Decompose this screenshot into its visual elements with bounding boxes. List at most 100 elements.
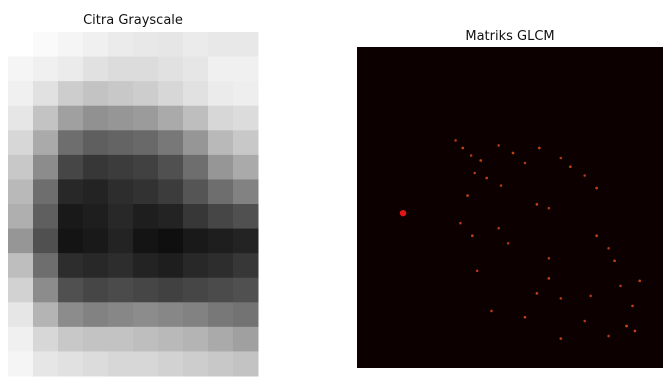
pixel <box>8 327 34 352</box>
pixel <box>183 106 209 131</box>
pixel <box>183 253 209 278</box>
matrix-cell <box>490 310 493 313</box>
pixel <box>233 106 259 131</box>
matrix-cell <box>473 172 476 175</box>
matrix-cell <box>548 207 551 210</box>
pixel <box>8 179 34 204</box>
pixel <box>233 229 259 254</box>
pixel <box>233 278 259 303</box>
pixel <box>83 351 109 376</box>
pixel <box>33 229 59 254</box>
pixel <box>83 327 109 352</box>
pixel <box>8 81 34 106</box>
pixel <box>183 278 209 303</box>
pixel <box>158 155 184 180</box>
pixel <box>183 351 209 376</box>
matrix-cell <box>400 210 406 216</box>
pixel <box>83 106 109 131</box>
pixel <box>233 179 259 204</box>
matrix-cell <box>524 162 527 165</box>
pixel <box>58 106 84 131</box>
pixel <box>233 155 259 180</box>
pixel <box>33 327 59 352</box>
pixel <box>133 130 159 155</box>
matrix-cell <box>607 335 610 338</box>
matrix-cell <box>589 295 592 298</box>
pixel <box>8 351 34 376</box>
pixel <box>208 130 234 155</box>
pixel <box>33 351 59 376</box>
matrix-cell <box>631 305 634 308</box>
pixel <box>233 130 259 155</box>
pixel <box>133 302 159 327</box>
pixel <box>208 155 234 180</box>
matrix-cell <box>454 139 457 142</box>
pixel <box>208 204 234 229</box>
pixel <box>208 57 234 82</box>
pixel <box>133 32 159 57</box>
pixel <box>8 302 34 327</box>
pixel <box>133 253 159 278</box>
pixel <box>233 302 259 327</box>
pixel <box>158 302 184 327</box>
pixel <box>133 351 159 376</box>
pixel <box>58 32 84 57</box>
pixel <box>33 302 59 327</box>
pixel <box>33 204 59 229</box>
pixel <box>58 302 84 327</box>
matrix-cell <box>595 187 598 190</box>
matrix-title: Matriks GLCM <box>465 29 554 44</box>
pixel <box>8 155 34 180</box>
pixel <box>8 57 34 82</box>
pixel <box>33 155 59 180</box>
matrix-cell <box>524 316 527 319</box>
pixel <box>58 81 84 106</box>
matrix-cell <box>466 194 469 197</box>
pixel <box>233 81 259 106</box>
pixel <box>108 351 134 376</box>
pixel <box>83 81 109 106</box>
pixel <box>183 32 209 57</box>
matrix-cell <box>583 174 586 177</box>
pixel <box>183 81 209 106</box>
pixel <box>33 32 59 57</box>
pixel <box>208 81 234 106</box>
pixel <box>8 278 34 303</box>
pixel <box>108 253 134 278</box>
pixel <box>108 179 134 204</box>
matrix-cell <box>459 222 462 225</box>
matrix-cell <box>619 285 622 288</box>
pixel <box>208 106 234 131</box>
pixel <box>183 57 209 82</box>
pixel <box>108 278 134 303</box>
pixel <box>8 106 34 131</box>
pixel <box>233 204 259 229</box>
pixel <box>33 57 59 82</box>
matrix-cell <box>538 147 541 150</box>
pixel <box>108 229 134 254</box>
pixel <box>208 327 234 352</box>
pixel <box>158 57 184 82</box>
pixel <box>83 32 109 57</box>
matrix-cell <box>548 277 551 280</box>
pixel <box>208 278 234 303</box>
pixel <box>183 229 209 254</box>
pixel <box>133 179 159 204</box>
pixel <box>33 179 59 204</box>
matrix-cell <box>536 203 539 206</box>
pixel <box>58 327 84 352</box>
matrix-cell <box>479 159 482 162</box>
pixel <box>58 204 84 229</box>
pixel <box>158 278 184 303</box>
matrix-cell <box>470 154 473 157</box>
pixel <box>8 229 34 254</box>
pixel <box>33 81 59 106</box>
matrix-cell <box>560 157 563 160</box>
matrix-cell <box>512 152 515 155</box>
pixel <box>133 204 159 229</box>
pixel <box>158 204 184 229</box>
pixel <box>133 278 159 303</box>
pixel <box>108 106 134 131</box>
pixel <box>183 179 209 204</box>
matrix-cell <box>485 177 488 180</box>
